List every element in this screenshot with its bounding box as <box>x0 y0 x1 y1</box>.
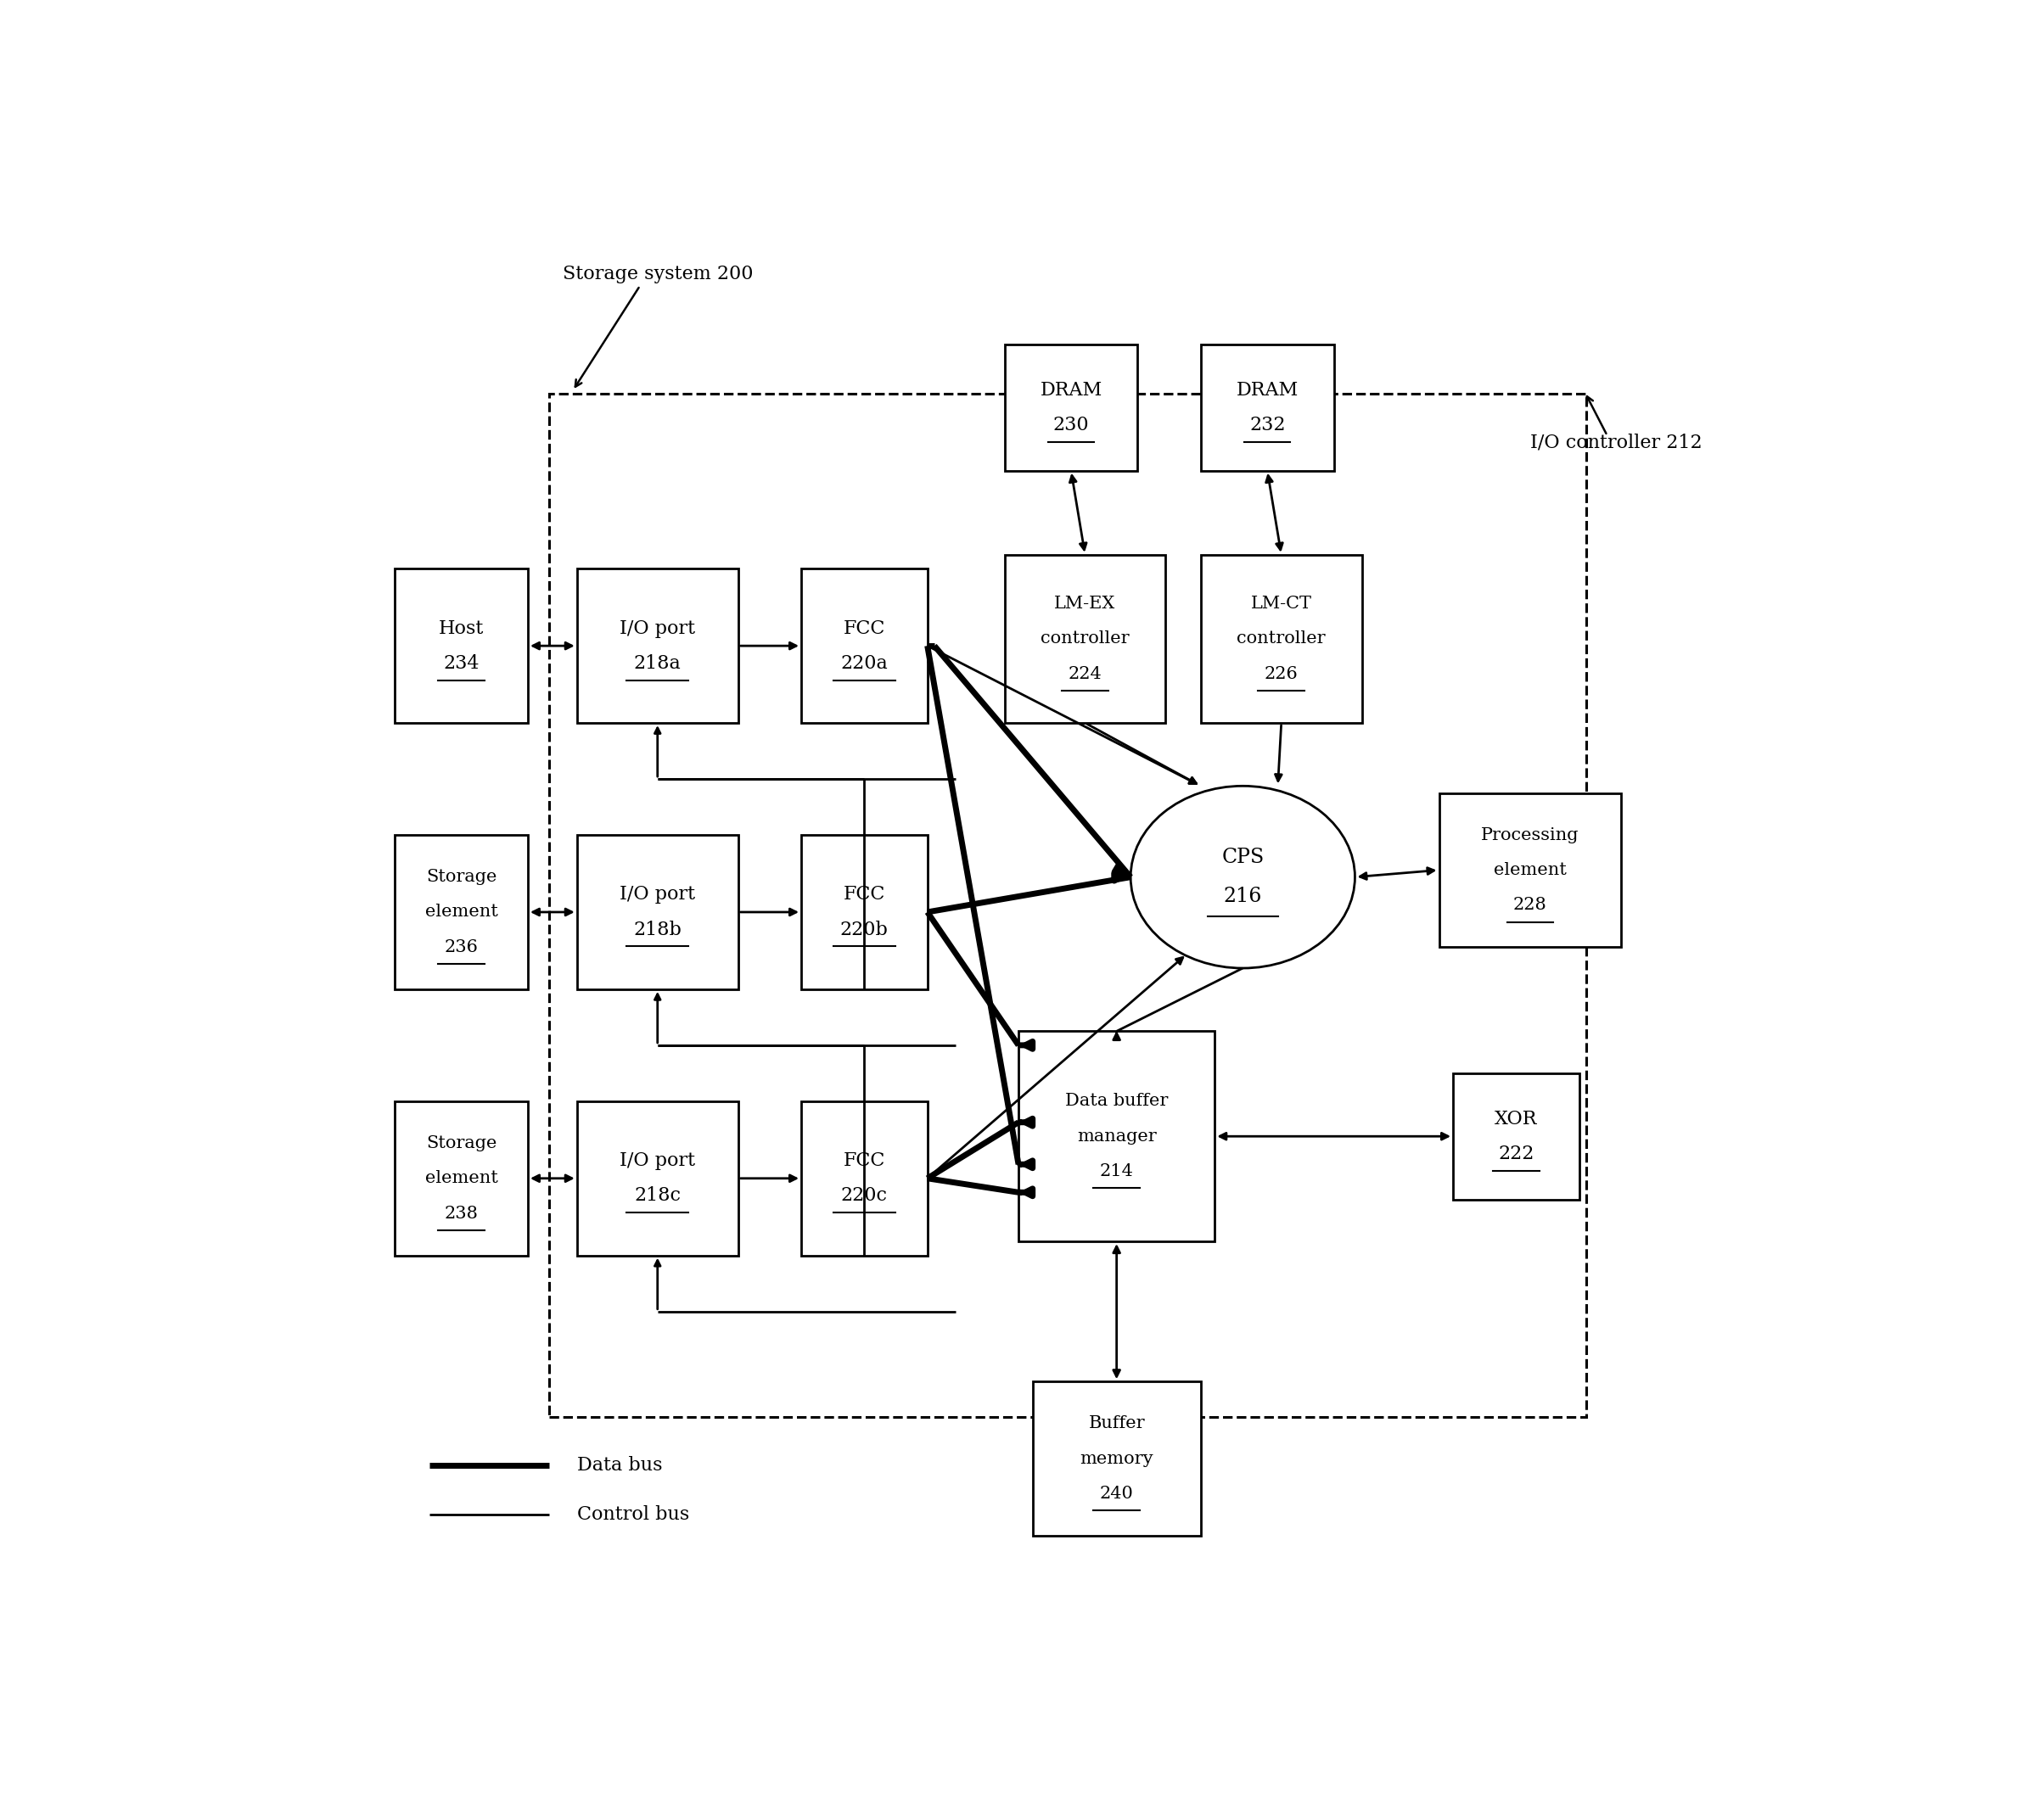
Text: controller: controller <box>1041 632 1129 646</box>
Text: I/O port: I/O port <box>619 885 696 905</box>
Text: CPS: CPS <box>1221 848 1264 866</box>
Text: 218a: 218a <box>633 653 682 673</box>
Text: FCC: FCC <box>843 885 886 905</box>
Text: 234: 234 <box>443 653 480 673</box>
FancyBboxPatch shape <box>1005 344 1137 471</box>
FancyBboxPatch shape <box>800 568 927 723</box>
Text: 218b: 218b <box>633 921 682 939</box>
Text: XOR: XOR <box>1495 1110 1538 1128</box>
Text: 232: 232 <box>1250 415 1284 435</box>
FancyBboxPatch shape <box>578 568 737 723</box>
Text: 218c: 218c <box>635 1187 680 1205</box>
FancyBboxPatch shape <box>394 568 529 723</box>
FancyBboxPatch shape <box>1440 794 1621 946</box>
Text: 214: 214 <box>1101 1163 1133 1179</box>
FancyBboxPatch shape <box>1033 1381 1201 1536</box>
FancyBboxPatch shape <box>1201 555 1362 723</box>
Text: element: element <box>425 1170 498 1187</box>
Text: controller: controller <box>1237 632 1325 646</box>
Text: I/O controller 212: I/O controller 212 <box>1529 433 1703 451</box>
FancyBboxPatch shape <box>800 835 927 990</box>
Text: LM-CT: LM-CT <box>1252 595 1311 612</box>
FancyBboxPatch shape <box>1019 1032 1215 1241</box>
Text: Storage system 200: Storage system 200 <box>564 266 753 284</box>
Text: Data bus: Data bus <box>578 1456 662 1474</box>
Text: FCC: FCC <box>843 1152 886 1170</box>
Text: 220c: 220c <box>841 1187 888 1205</box>
Text: Storage: Storage <box>427 868 496 885</box>
Text: 240: 240 <box>1101 1485 1133 1502</box>
FancyBboxPatch shape <box>578 835 737 990</box>
Text: manager: manager <box>1076 1128 1156 1145</box>
Text: Buffer: Buffer <box>1088 1416 1146 1432</box>
FancyBboxPatch shape <box>1201 344 1333 471</box>
Text: 228: 228 <box>1513 897 1548 914</box>
Text: Data buffer: Data buffer <box>1066 1094 1168 1110</box>
Text: memory: memory <box>1080 1451 1154 1467</box>
Text: DRAM: DRAM <box>1039 380 1103 399</box>
FancyBboxPatch shape <box>394 1101 529 1256</box>
Text: element: element <box>425 905 498 921</box>
Text: I/O port: I/O port <box>619 1152 696 1170</box>
Text: 222: 222 <box>1499 1145 1534 1163</box>
Text: 224: 224 <box>1068 666 1103 682</box>
FancyBboxPatch shape <box>800 1101 927 1256</box>
FancyBboxPatch shape <box>394 835 529 990</box>
FancyBboxPatch shape <box>578 1101 737 1256</box>
Text: FCC: FCC <box>843 619 886 637</box>
Text: 230: 230 <box>1054 415 1088 435</box>
FancyBboxPatch shape <box>1005 555 1166 723</box>
Text: LM-EX: LM-EX <box>1054 595 1115 612</box>
Text: 236: 236 <box>445 939 478 956</box>
Text: I/O port: I/O port <box>619 619 696 637</box>
Text: 226: 226 <box>1264 666 1299 682</box>
Text: 216: 216 <box>1223 886 1262 906</box>
Ellipse shape <box>1131 786 1356 968</box>
Text: 220b: 220b <box>839 921 888 939</box>
Text: Processing: Processing <box>1480 826 1578 843</box>
Text: Host: Host <box>439 619 484 637</box>
Text: element: element <box>1493 863 1566 877</box>
Text: 238: 238 <box>445 1205 478 1221</box>
Text: Control bus: Control bus <box>578 1505 688 1523</box>
Text: DRAM: DRAM <box>1235 380 1299 399</box>
Text: Storage: Storage <box>427 1136 496 1152</box>
FancyBboxPatch shape <box>1454 1074 1578 1199</box>
Text: 220a: 220a <box>841 653 888 673</box>
